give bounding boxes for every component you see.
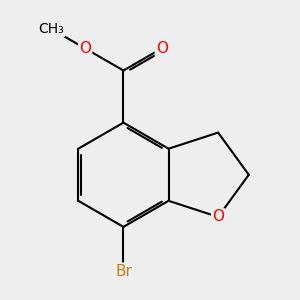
Text: CH₃: CH₃ xyxy=(38,22,64,36)
Text: O: O xyxy=(212,209,224,224)
Text: Br: Br xyxy=(115,264,132,279)
Text: O: O xyxy=(156,41,168,56)
Text: O: O xyxy=(79,41,91,56)
